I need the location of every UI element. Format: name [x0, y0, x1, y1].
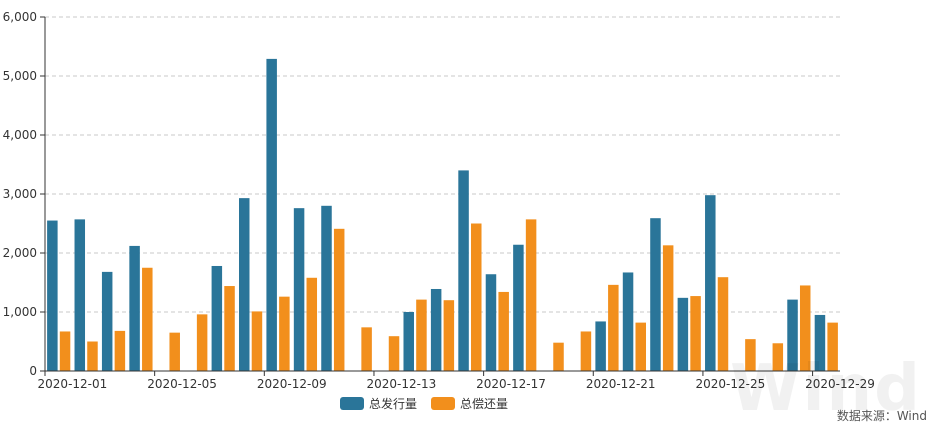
bar-issuance	[430, 288, 442, 371]
bar-repayment	[553, 342, 564, 371]
bar-issuance	[129, 245, 140, 371]
bar-repayment	[443, 300, 455, 371]
y-tick-label: 0	[29, 364, 37, 378]
bar-repayment	[251, 311, 263, 371]
bar-repayment	[799, 285, 811, 371]
bar-repayment	[142, 267, 153, 371]
bar-repayment	[717, 277, 729, 371]
bar-repayment	[580, 331, 592, 371]
y-tick-label: 2,000	[3, 246, 37, 260]
data-source-note: 数据来源：Wind	[836, 409, 927, 423]
bar-issuance	[293, 208, 305, 371]
bar-repayment	[361, 327, 372, 371]
bar-issuance	[814, 314, 826, 371]
bar-issuance	[321, 205, 332, 371]
bar-issuance	[513, 244, 524, 371]
x-tick-label: 2020-12-21	[586, 377, 656, 391]
bar-issuance	[677, 297, 689, 371]
bar-issuance	[403, 312, 414, 371]
bar-repayment	[471, 223, 482, 371]
bar-repayment	[333, 228, 345, 371]
bar-repayment	[306, 277, 318, 371]
x-tick-label: 2020-12-25	[695, 377, 765, 391]
bar-issuance	[239, 198, 250, 371]
bar-issuance	[485, 274, 497, 371]
legend-label-repayment: 总偿还量	[460, 397, 509, 411]
bar-repayment	[608, 284, 619, 371]
x-tick-label: 2020-12-01	[38, 377, 108, 391]
bar-issuance	[650, 218, 661, 371]
y-tick-label: 4,000	[3, 128, 37, 142]
bar-repayment	[59, 331, 71, 371]
bar-repayment	[279, 296, 290, 371]
legend-swatch-repayment	[431, 397, 456, 410]
bar-repayment	[772, 343, 784, 371]
y-tick-label: 1,000	[3, 305, 37, 319]
legend-label-issuance: 总发行量	[369, 397, 418, 411]
legend: 总发行量 总偿还量	[340, 395, 508, 412]
x-tick-label: 2020-12-09	[257, 377, 327, 391]
bar-repayment	[388, 336, 400, 371]
x-tick-label: 2020-12-17	[476, 377, 546, 391]
legend-item-repayment[interactable]: 总偿还量	[431, 395, 508, 412]
bar-repayment	[169, 332, 180, 371]
x-tick-label: 2020-12-29	[805, 377, 875, 391]
bar-repayment	[114, 330, 126, 371]
y-tick-label: 3,000	[3, 187, 37, 201]
bar-issuance	[622, 272, 634, 371]
bar-issuance	[705, 195, 716, 371]
bar-repayment	[416, 299, 427, 371]
bar-repayment	[662, 245, 674, 371]
bar-repayment	[224, 286, 235, 371]
bar-issuance	[101, 271, 113, 371]
bar-repayment	[745, 339, 756, 371]
bar-repayment	[525, 219, 537, 371]
bar-issuance	[458, 170, 469, 371]
bar-issuance	[595, 321, 606, 371]
bar-repayment	[827, 322, 838, 371]
bar-issuance	[211, 265, 223, 371]
y-tick-label: 5,000	[3, 69, 37, 83]
legend-item-issuance[interactable]: 总发行量	[340, 395, 417, 412]
legend-swatch-issuance	[340, 397, 364, 410]
bar-repayment	[196, 314, 208, 371]
bar-issuance	[74, 219, 86, 371]
bar-repayment	[498, 291, 509, 371]
bar-repayment	[690, 296, 701, 371]
x-tick-label: 2020-12-13	[367, 377, 437, 391]
bar-issuance	[47, 220, 58, 371]
bar-issuance	[787, 299, 798, 371]
bar-repayment	[87, 341, 98, 371]
bar-issuance	[266, 58, 277, 371]
x-tick-label: 2020-12-05	[147, 377, 217, 391]
y-tick-label: 6,000	[3, 10, 37, 24]
bar-repayment	[635, 322, 646, 371]
